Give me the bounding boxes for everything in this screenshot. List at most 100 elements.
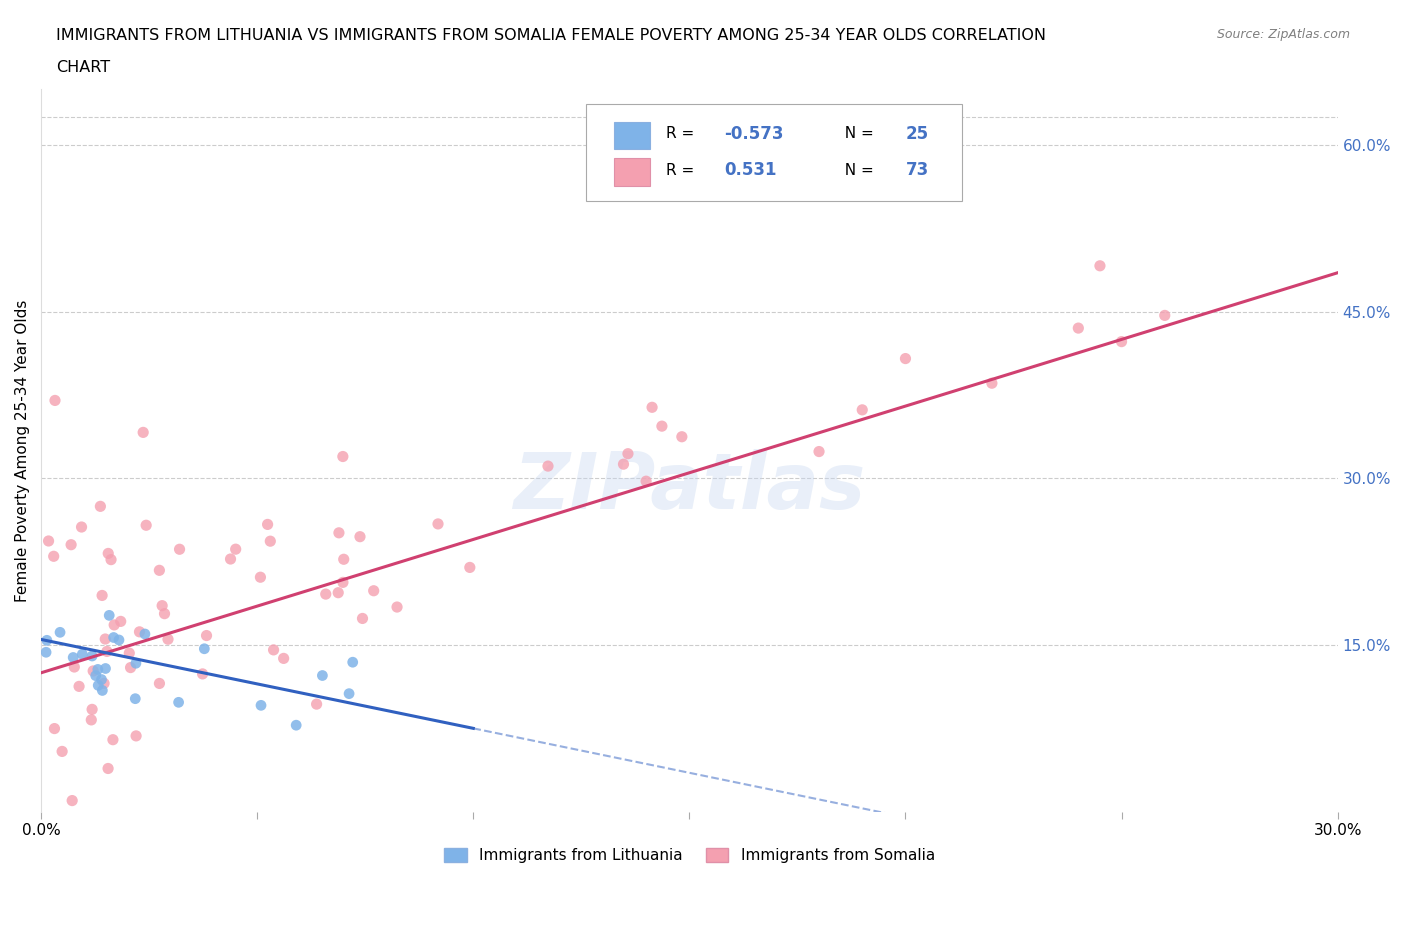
Point [80,712,103,727]
Point [91,683,114,698]
Point [808,445,831,459]
Point [851,403,873,418]
Point [193,642,215,657]
Point [219,551,242,566]
Point [148,676,170,691]
Point [894,352,917,366]
Point [82,663,104,678]
Point [120,660,142,675]
Point [305,697,328,711]
Point [125,728,148,743]
Point [135,518,157,533]
Point [118,645,141,660]
Point [671,430,693,445]
Point [169,542,191,557]
Point [342,655,364,670]
Point [35,644,58,659]
Text: N =: N = [835,163,879,178]
Point [980,376,1002,391]
Point [90,672,112,687]
Point [132,425,155,440]
Point [49,625,72,640]
Point [1111,334,1133,349]
Point [1088,259,1111,273]
Point [537,458,560,473]
Point [125,656,148,671]
Point [96,644,118,658]
Text: 25: 25 [905,125,929,143]
Point [97,761,120,776]
Point [385,600,408,615]
Point [332,575,354,590]
Point [60,538,83,552]
Point [641,400,664,415]
Point [250,698,273,712]
Text: 0.531: 0.531 [724,162,778,179]
Point [195,628,218,643]
Text: R =: R = [666,163,699,178]
Point [89,498,111,513]
Point [332,551,354,566]
Point [259,534,281,549]
Point [1153,308,1175,323]
Point [101,732,124,747]
Point [156,631,179,646]
Point [103,630,125,644]
Point [150,598,173,613]
Point [72,646,94,661]
Point [285,718,308,733]
Point [44,721,66,736]
Point [51,744,73,759]
Point [458,560,481,575]
FancyBboxPatch shape [586,104,962,202]
Point [427,516,450,531]
Point [128,624,150,639]
Point [103,618,125,632]
Point [44,393,66,408]
Text: R =: R = [666,126,699,141]
Point [191,667,214,682]
Point [70,520,93,535]
Point [62,650,84,665]
Point [651,418,673,433]
Point [60,793,83,808]
Text: ZIPatlas: ZIPatlas [513,448,866,525]
Point [148,563,170,578]
Point [273,651,295,666]
Bar [614,158,651,186]
Point [1067,321,1090,336]
Point [110,614,132,629]
Point [167,695,190,710]
Y-axis label: Female Poverty Among 25-34 Year Olds: Female Poverty Among 25-34 Year Olds [15,299,30,602]
Point [134,627,156,642]
Point [256,517,278,532]
Point [249,570,271,585]
Point [328,525,350,540]
Point [87,662,110,677]
Point [94,631,117,646]
Text: -0.573: -0.573 [724,125,785,143]
Text: Source: ZipAtlas.com: Source: ZipAtlas.com [1216,28,1350,41]
Text: CHART: CHART [56,60,110,75]
Point [337,686,360,701]
Text: IMMIGRANTS FROM LITHUANIA VS IMMIGRANTS FROM SOMALIA FEMALE POVERTY AMONG 25-34 : IMMIGRANTS FROM LITHUANIA VS IMMIGRANTS … [56,28,1046,43]
Text: 73: 73 [905,162,929,179]
Point [328,585,350,600]
Point [100,552,122,567]
Point [87,678,110,693]
Point [97,546,120,561]
Point [38,534,60,549]
Point [153,606,176,621]
Point [93,676,115,691]
Point [94,661,117,676]
Point [352,611,374,626]
Bar [614,122,651,150]
Point [636,473,658,488]
Point [91,588,114,603]
Point [617,446,640,461]
Point [82,702,104,717]
Point [349,529,371,544]
Point [315,587,337,602]
Point [84,668,107,683]
Point [311,668,333,683]
